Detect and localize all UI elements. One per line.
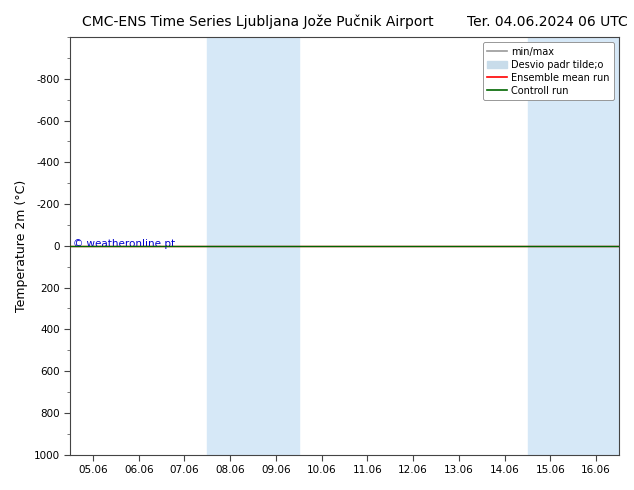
Y-axis label: Temperature 2m (°C): Temperature 2m (°C)	[15, 180, 28, 312]
Text: Ter. 04.06.2024 06 UTC: Ter. 04.06.2024 06 UTC	[467, 15, 628, 29]
Legend: min/max, Desvio padr tilde;o, Ensemble mean run, Controll run: min/max, Desvio padr tilde;o, Ensemble m…	[482, 42, 614, 100]
Bar	[207, 37, 299, 455]
Text: © weatheronline.pt: © weatheronline.pt	[73, 239, 175, 249]
Text: CMC-ENS Time Series Ljubljana Jože Pučnik Airport: CMC-ENS Time Series Ljubljana Jože Pučni…	[82, 15, 434, 29]
Bar	[527, 37, 619, 455]
